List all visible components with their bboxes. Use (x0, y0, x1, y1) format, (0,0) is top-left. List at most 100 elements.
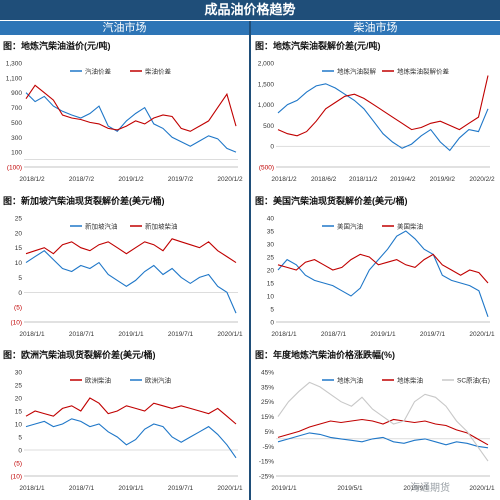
y-tick-label: (10) (10, 320, 22, 327)
x-tick-label: 2019/9/2 (430, 176, 456, 183)
x-tick-label: 2018/1/1 (271, 331, 297, 338)
chart-title: 图：地炼汽柴油裂解价差(元/吨) (255, 41, 381, 51)
y-tick-label: 15 (15, 245, 23, 252)
legend-label: 美国汽油 (337, 222, 363, 231)
report-title: 成品油价格趋势 (0, 0, 500, 20)
x-tick-label: 2020/1/2 (217, 176, 243, 183)
series-line (277, 381, 489, 462)
series-line (277, 75, 489, 137)
y-tick-label: (5) (14, 305, 22, 312)
y-tick-label: 40 (267, 216, 275, 223)
series-line (277, 418, 489, 446)
x-tick-label: 2018/6/2 (311, 176, 337, 183)
series-line (25, 92, 237, 153)
x-tick-label: 2018/1/2 (19, 176, 45, 183)
chart-title: 图：美国汽柴油现货裂解价差(美元/桶) (255, 196, 408, 206)
y-tick-label: 500 (263, 123, 274, 130)
chart-title: 图：地炼汽柴油溢价(元/吨) (3, 41, 111, 51)
series-line (25, 84, 237, 132)
legend-label: 新加坡柴油 (145, 222, 178, 231)
x-tick-label: 2018/7/2 (69, 176, 95, 183)
y-tick-label: 1,000 (258, 102, 275, 109)
chart-panel-4: 图：美国汽柴油现货裂解价差(美元/桶) 40 35 30 25 20 15 10 5 0 2018… (252, 192, 498, 342)
y-tick-label: 100 (11, 150, 22, 157)
legend-label: 地炼柴油裂解价差 (397, 67, 450, 76)
x-tick-label: 2020/1/1 (217, 485, 243, 492)
x-tick-label: 2019/7/1 (168, 331, 194, 338)
x-tick-label: 2019/1/1 (118, 485, 144, 492)
y-tick-label: 1,500 (258, 81, 275, 88)
legend-label: 地炼柴油 (397, 376, 423, 385)
y-tick-label: 700 (11, 105, 22, 112)
diesel-section-header: 柴油市场 (251, 21, 500, 35)
y-tick-label: 25 (267, 255, 275, 262)
series-line (277, 83, 489, 152)
x-tick-label: 2019/1/1 (271, 485, 297, 492)
y-tick-label: 900 (11, 90, 22, 97)
y-tick-label: 35% (261, 384, 274, 391)
y-tick-label: 20 (267, 268, 275, 275)
y-tick-label: (5) (14, 461, 22, 468)
chart-svg: 30 25 20 15 10 5 0 (5) (10) 2018/1/1 2018/7/1 2019/… (10, 370, 243, 493)
x-tick-label: 2020/2/2 (469, 176, 495, 183)
series-line (277, 432, 489, 449)
y-tick-label: 20 (15, 396, 23, 403)
x-tick-label: 2019/1/2 (118, 176, 144, 183)
chart-panel-3: 图：新加坡汽柴油现货裂解价差(美元/桶) 25 20 15 10 5 0 (5) (10) 20… (0, 192, 246, 342)
series-line (25, 397, 237, 425)
series-line (277, 230, 489, 317)
y-tick-label: 5% (265, 429, 275, 436)
section-divider (249, 21, 251, 500)
chart-panel-1: 图：地炼汽柴油溢价(元/吨) 1,300 1,100 900 700 500 300 100… (0, 37, 246, 187)
x-tick-label: 2018/7/1 (69, 331, 95, 338)
x-tick-label: 2019/5/1 (337, 485, 363, 492)
x-tick-label: 2019/1/1 (118, 331, 144, 338)
y-tick-label: 30 (267, 242, 275, 249)
legend-label: 欧洲汽油 (145, 376, 171, 385)
chart-panel-6: 图：年度地炼汽柴油价格涨跌幅(%) 45% 35% 25% 15% 5% -5% -15% -… (252, 346, 498, 496)
legend-label: 欧洲柴油 (85, 376, 111, 385)
y-tick-label: (100) (7, 165, 22, 172)
y-tick-label: 0 (270, 320, 274, 327)
x-tick-label: 2018/1/1 (19, 485, 45, 492)
y-tick-label: 10 (267, 294, 275, 301)
y-tick-label: 30 (15, 370, 23, 377)
x-tick-label: 2018/7/1 (321, 331, 347, 338)
x-tick-label: 2018/11/2 (349, 176, 378, 183)
legend-label: 地炼汽油 (337, 376, 363, 385)
watermark-text: 海通期货 (410, 483, 450, 494)
x-tick-label: 2019/7/1 (168, 485, 194, 492)
x-tick-label: 2019/1/1 (370, 331, 396, 338)
y-tick-label: 300 (11, 135, 22, 142)
gasoline-section-header: 汽油市场 (0, 21, 249, 35)
y-tick-label: 1,300 (6, 61, 23, 68)
chart-title: 图：年度地炼汽柴油价格涨跌幅(%) (255, 350, 395, 360)
series-line (277, 253, 489, 284)
chart-svg: 40 35 30 25 20 15 10 5 0 2018/1/1 2018/7/1 2019/1/1… (267, 216, 495, 339)
chart-svg: 25 20 15 10 5 0 (5) (10) 2018/1/1 2018/7/1 2019/1/… (10, 216, 243, 339)
y-tick-label: 25 (15, 216, 23, 223)
x-tick-label: 2020/1/1 (469, 331, 495, 338)
y-tick-label: -15% (259, 459, 274, 466)
y-tick-label: 20 (15, 230, 23, 237)
chart-title: 图：欧洲汽柴油现货裂解价差(美元/桶) (3, 350, 156, 360)
y-tick-label: 15 (267, 281, 275, 288)
legend-label: 新加坡汽油 (85, 222, 118, 231)
y-tick-label: 25 (15, 383, 23, 390)
legend-label: 柴油价差 (145, 67, 172, 76)
x-tick-label: 2020/1/1 (217, 331, 243, 338)
x-tick-label: 2018/1/1 (19, 331, 45, 338)
y-tick-label: 0 (18, 448, 22, 455)
series-line (25, 250, 237, 314)
chart-svg: 1,300 1,100 900 700 500 300 100 (100) 2018/1/2 20… (6, 61, 243, 184)
y-tick-label: 35 (267, 229, 275, 236)
legend-label: 汽油价差 (85, 67, 112, 76)
y-tick-label: 5 (18, 275, 22, 282)
y-tick-label: (500) (259, 165, 274, 172)
y-tick-label: (10) (10, 474, 22, 481)
y-tick-label: 10 (15, 260, 23, 267)
legend-label: 地炼汽油裂解 (337, 67, 377, 76)
x-tick-label: 2019/9/1 (403, 485, 429, 492)
y-tick-label: 15 (15, 409, 23, 416)
x-tick-label: 2019/7/1 (420, 331, 446, 338)
